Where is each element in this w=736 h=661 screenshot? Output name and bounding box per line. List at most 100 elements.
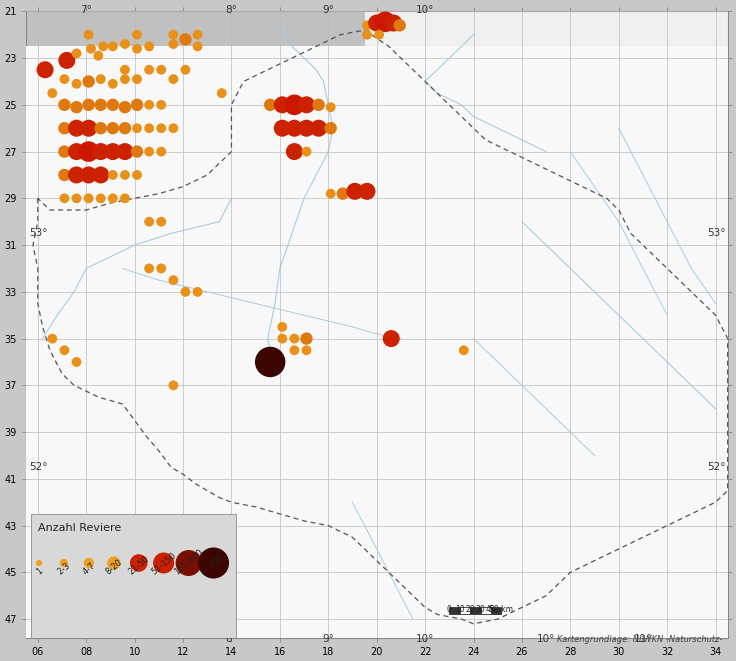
Point: [264, 357, 276, 368]
Text: 10°: 10°: [537, 635, 555, 644]
Point: [59, 123, 71, 134]
Point: [155, 100, 167, 110]
Point: [277, 100, 289, 110]
Point: [131, 74, 143, 85]
Text: 4-7: 4-7: [81, 561, 97, 577]
Point: [85, 44, 97, 54]
Text: 30: 30: [475, 605, 486, 614]
Point: [131, 146, 143, 157]
Point: [191, 287, 203, 297]
Point: [300, 123, 312, 134]
Point: [107, 146, 118, 157]
Point: [82, 123, 94, 134]
Point: [71, 357, 82, 368]
Text: Anzahl Reviere: Anzahl Reviere: [38, 524, 121, 533]
Point: [144, 216, 155, 227]
Point: [180, 65, 191, 75]
Point: [119, 123, 131, 134]
Point: [361, 20, 373, 30]
Text: 7°: 7°: [80, 5, 92, 15]
Point: [289, 146, 300, 157]
Point: [46, 333, 58, 344]
Point: [131, 170, 143, 180]
Point: [59, 74, 71, 85]
Point: [97, 41, 109, 52]
Point: [71, 102, 82, 112]
Text: 151-400: 151-400: [172, 548, 205, 577]
Point: [119, 65, 131, 75]
Point: [119, 146, 131, 157]
Text: 40: 40: [486, 605, 496, 614]
Point: [95, 100, 107, 110]
Point: [59, 146, 71, 157]
Point: [59, 170, 71, 180]
Point: [289, 333, 300, 344]
Point: [168, 275, 180, 286]
Point: [133, 558, 145, 568]
Point: [131, 100, 143, 110]
Point: [82, 193, 94, 204]
Point: [155, 65, 167, 75]
Point: [83, 558, 95, 568]
Text: 20: 20: [465, 605, 475, 614]
Point: [108, 558, 120, 568]
Text: 52°: 52°: [29, 462, 48, 472]
Point: [337, 188, 349, 199]
Text: 50 km: 50 km: [489, 605, 513, 614]
Point: [191, 29, 203, 40]
Text: 8°: 8°: [225, 635, 238, 644]
Point: [158, 558, 169, 568]
Point: [300, 345, 312, 356]
Point: [168, 74, 180, 85]
Point: [46, 88, 58, 98]
Point: [82, 76, 94, 87]
Point: [119, 193, 131, 204]
Point: [82, 100, 94, 110]
Point: [95, 74, 107, 85]
Text: 1: 1: [34, 566, 44, 577]
Text: 52°: 52°: [707, 462, 725, 472]
Point: [107, 79, 118, 89]
Point: [386, 333, 397, 344]
Point: [379, 17, 391, 27]
Text: 53°: 53°: [707, 229, 725, 239]
Bar: [470, 607, 481, 614]
Point: [71, 170, 82, 180]
Point: [71, 79, 82, 89]
Bar: [449, 607, 460, 614]
Point: [313, 100, 325, 110]
Point: [394, 20, 406, 30]
Point: [289, 100, 300, 110]
Point: [144, 41, 155, 52]
Text: 2-3: 2-3: [56, 561, 72, 577]
Point: [325, 188, 336, 199]
Point: [183, 558, 194, 568]
Point: [388, 18, 400, 28]
Point: [277, 123, 289, 134]
Point: [264, 100, 276, 110]
Point: [144, 263, 155, 274]
Point: [168, 380, 180, 391]
Text: 8°: 8°: [225, 5, 238, 15]
Point: [191, 41, 203, 52]
Point: [349, 186, 361, 196]
Point: [82, 29, 94, 40]
Point: [325, 123, 336, 134]
Point: [131, 123, 143, 134]
Point: [289, 123, 300, 134]
Point: [95, 146, 107, 157]
Point: [168, 39, 180, 50]
Point: [155, 123, 167, 134]
Point: [277, 322, 289, 332]
Point: [155, 263, 167, 274]
Point: [82, 146, 94, 157]
Text: 51-150: 51-150: [149, 551, 178, 577]
Point: [155, 216, 167, 227]
Point: [208, 558, 219, 568]
Text: 10°: 10°: [416, 5, 434, 15]
Point: [95, 193, 107, 204]
Text: 8-20: 8-20: [104, 558, 124, 577]
Text: 10°: 10°: [416, 635, 434, 644]
Point: [119, 74, 131, 85]
Point: [180, 287, 191, 297]
